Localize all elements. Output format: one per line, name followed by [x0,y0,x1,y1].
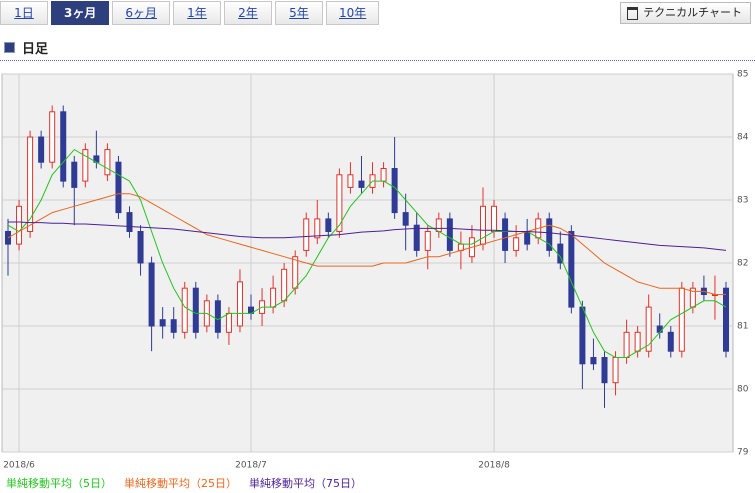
candle-body [424,231,431,251]
candle-body [325,218,332,232]
x-tick-label: 2018/6 [3,461,35,471]
candle-body [347,174,354,188]
x-tick-label: 2018/8 [478,461,510,471]
x-tick-label: 2018/7 [235,461,267,471]
tab[interactable]: 1日 [0,1,48,25]
candle-body [513,237,520,251]
tab[interactable]: 5年 [275,1,323,25]
tab[interactable]: 10年 [326,1,380,25]
y-tick-label: 80 [737,385,749,395]
candle-body [601,357,608,384]
candle-body [214,300,221,333]
divider [0,60,755,61]
candle-body [27,136,34,232]
candle-body [391,168,398,214]
candle-body [49,111,56,163]
candle-body [16,205,23,245]
y-tick-label: 85 [737,70,748,80]
candle-body [446,218,453,251]
technical-chart-button[interactable]: テクニカルチャート [620,2,751,24]
candle-body [524,231,531,245]
candle-body [137,231,144,264]
legend-entry: 単純移動平均（25日） [124,476,237,490]
legend-entry: 単純移動平均（5日） [6,476,112,490]
candle-body [402,212,409,226]
candle-body [292,256,299,289]
candle-body [380,168,387,182]
candle-body [170,319,177,333]
candle-body [104,149,111,176]
y-tick-label: 82 [737,259,748,269]
candle-body [336,174,343,233]
candle-body [435,218,442,232]
candle-body [181,287,188,333]
candle-body [623,331,630,358]
candle-body [546,218,553,251]
candle-body [568,231,575,308]
moving-average-line [7,193,726,295]
candle-body [236,281,243,327]
candle-body [159,319,166,327]
tab-bar: 1日 3ヶ月 6ヶ月 1年 2年 5年 10年 [0,1,382,25]
y-tick-label: 84 [737,133,749,143]
y-tick-label: 83 [737,196,748,206]
candle-body [358,180,365,188]
candle-body [115,161,122,214]
candle-body [502,218,509,251]
candle-body [678,287,685,352]
tab[interactable]: 6ヶ月 [112,1,170,25]
candle-body [303,218,310,251]
tab[interactable]: 1年 [173,1,221,25]
candle-body [656,325,663,333]
candle-body [590,357,597,365]
candle-body [491,205,498,233]
candle-body [667,331,674,352]
y-tick-label: 79 [737,448,749,458]
candle-body [281,268,288,302]
candle-body [82,149,89,182]
candle-body [126,212,133,233]
moving-average-line [8,221,727,251]
candle-body [314,218,321,239]
candle-body [645,306,652,352]
candle-body [634,331,641,352]
candle-body [60,111,67,182]
candle-body [270,287,277,308]
y-tick-label: 81 [737,322,748,332]
candle-body [225,312,232,333]
legend-entry: 単純移動平均（75日） [249,476,362,490]
candle-body [579,306,586,365]
candle-body [71,161,78,188]
section-title: 日足 [4,38,48,57]
tab[interactable]: 3ヶ月 [51,1,110,25]
tab[interactable]: 2年 [224,1,272,25]
candle-body [192,287,199,333]
candle-body [612,357,619,384]
candle-body [413,224,420,251]
candle-body [38,136,45,163]
candle-body [723,287,729,352]
moving-average-line [7,148,727,358]
candle-body [148,262,155,327]
